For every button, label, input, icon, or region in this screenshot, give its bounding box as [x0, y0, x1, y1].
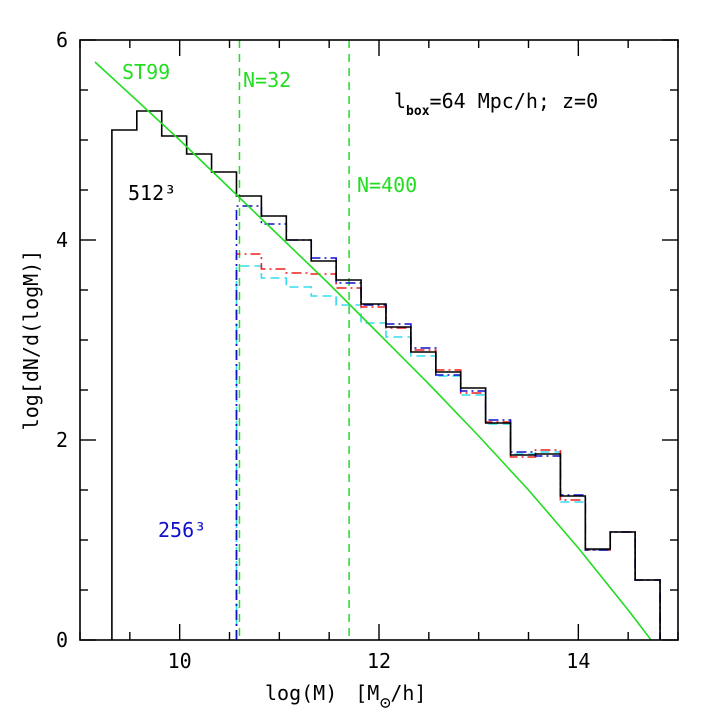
lbox-rest: =64 Mpc/h; z=0: [430, 89, 599, 113]
series-hist-256-cyan: [235, 265, 661, 640]
n32-label: N=32: [243, 68, 291, 92]
x-axis-unit-prefix: [M: [355, 681, 379, 705]
x-axis-title: log(M) [M/h]: [265, 681, 426, 705]
y-axis-title: log[dN/d(logM)]: [19, 250, 43, 431]
res256-label: 256³: [158, 518, 206, 542]
lbox-subscript: box: [406, 104, 430, 119]
y-tick-label: 0: [56, 628, 68, 652]
sun-symbol-icon: [380, 698, 391, 708]
res512-label: 512³: [128, 181, 176, 205]
x-axis-unit-suffix: /h]: [390, 681, 426, 705]
plot-area: [94, 40, 661, 640]
x-tick-label: 14: [566, 649, 590, 673]
x-tick-label: 12: [367, 649, 391, 673]
x-axis-label: log(M): [265, 681, 337, 705]
series-st99-fit: [94, 61, 653, 640]
series-layer: [94, 40, 661, 640]
y-tick-label: 2: [56, 428, 68, 452]
axes-layer: 10 12 14 0 2 4 6: [56, 28, 679, 673]
series-hist-512: [111, 110, 661, 640]
y-tick-label: 4: [56, 228, 68, 252]
st99-label: ST99: [122, 60, 170, 84]
n400-label: N=400: [357, 173, 417, 197]
x-tick-label: 10: [168, 649, 192, 673]
series-hist-256-blue: [235, 205, 661, 640]
lbox-annotation: lbox=64 Mpc/h; z=0: [394, 89, 598, 119]
lbox-l: l: [394, 89, 406, 113]
series-hist-256-red: [235, 253, 661, 640]
y-tick-label: 6: [56, 28, 68, 52]
